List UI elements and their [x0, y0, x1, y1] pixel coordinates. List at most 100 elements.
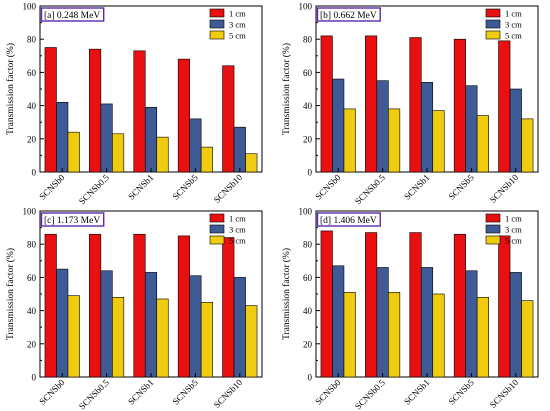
bar-1cm-SCNSb0.5: [365, 232, 378, 378]
bar-5cm-SCNSb5: [476, 297, 489, 378]
bar-3cm-SCNSb0.5: [100, 103, 113, 173]
x-tick-label: SCNSb1: [126, 377, 155, 406]
bar-1cm-SCNSb10: [498, 40, 511, 173]
x-tick-label: SCNSb0: [313, 172, 343, 202]
bar-1cm-SCNSb10: [222, 237, 235, 378]
bar-5cm-SCNSb0: [343, 292, 356, 378]
bar-1cm-SCNSb1: [409, 232, 422, 378]
legend-swatch-1cm: [485, 213, 501, 223]
bar-3cm-SCNSb1: [144, 106, 158, 173]
bar-3cm-SCNSb1: [420, 82, 434, 173]
x-tick-label: SCNSb0.5: [353, 172, 387, 205]
bar-5cm-SCNSb0: [67, 131, 80, 173]
x-tick-label: SCNSb10: [488, 172, 521, 205]
bar-3cm-SCNSb10: [509, 88, 522, 173]
bar-1cm-SCNSb5: [177, 235, 190, 378]
y-tick-label: 60: [27, 68, 37, 78]
bar-1cm-SCNSb0.5: [89, 48, 102, 173]
panel-label: [c] 1.173 MeV: [44, 216, 100, 226]
bar-1cm-SCNSb10: [498, 235, 511, 378]
y-tick-label: 60: [27, 273, 37, 283]
y-tick-label: 80: [27, 35, 37, 45]
bar-1cm-SCNSb0: [320, 35, 333, 173]
legend-label: 3 cm: [229, 20, 246, 30]
x-tick-label: SCNSb1: [402, 172, 431, 201]
bar-5cm-SCNSb5: [200, 302, 213, 378]
legend-swatch-1cm: [209, 213, 225, 223]
chart-panel-d: 0 20 40 60 80 100 Transmission factor (%) SCNSb…: [281, 207, 539, 410]
legend-swatch-1cm: [485, 8, 501, 18]
y-tick-label: 40: [303, 101, 313, 111]
x-tick-label: SCNSb0: [313, 377, 343, 407]
bar-3cm-SCNSb0: [56, 268, 69, 378]
panel-label: [d] 1.406 MeV: [320, 216, 377, 226]
x-tick-label: SCNSb1: [402, 377, 431, 406]
legend-label: 5 cm: [229, 236, 246, 246]
x-tick-label: SCNSb5: [446, 377, 476, 407]
x-tick-label: SCNSb0: [37, 377, 67, 407]
bar-3cm-SCNSb10: [233, 277, 246, 378]
y-tick-label: 40: [303, 306, 313, 316]
panel-label-box: [40, 7, 105, 22]
bar-3cm-SCNSb5: [465, 85, 478, 173]
bar-3cm-SCNSb1: [420, 267, 434, 378]
bar-1cm-SCNSb1: [409, 37, 422, 173]
chart-panel-c: 0 20 40 60 80 100 Transmission factor (%) SCNSb…: [5, 207, 263, 410]
bar-1cm-SCNSb0: [320, 230, 333, 378]
panel-label-box: [316, 7, 381, 22]
bar-5cm-SCNSb0.5: [112, 297, 125, 378]
legend-label: 3 cm: [505, 20, 522, 30]
x-tick-label: SCNSb1: [126, 172, 155, 201]
x-tick-label: SCNSb10: [488, 377, 521, 410]
bar-5cm-SCNSb0.5: [112, 133, 125, 173]
bar-3cm-SCNSb1: [144, 272, 158, 378]
bar-3cm-SCNSb5: [189, 275, 202, 378]
x-tick-label: SCNSb10: [212, 172, 245, 205]
bar-5cm-SCNSb1: [432, 293, 445, 378]
bar-1cm-SCNSb10: [222, 65, 235, 173]
y-tick-label: 40: [27, 306, 37, 316]
bar-3cm-SCNSb0: [332, 78, 345, 173]
legend-swatch-5cm: [209, 30, 225, 40]
bar-5cm-SCNSb10: [521, 118, 534, 173]
legend-label: 1 cm: [229, 214, 246, 224]
y-tick-label: 20: [27, 339, 37, 349]
bar-1cm-SCNSb5: [177, 58, 190, 173]
legend-label: 3 cm: [229, 225, 246, 235]
bar-5cm-SCNSb10: [245, 305, 258, 378]
panel-label: [b] 0.662 MeV: [320, 11, 377, 21]
bar-1cm-SCNSb1: [133, 50, 146, 173]
chart-panel-b: 0 20 40 60 80 100 Transmission factor (%) SCNSb…: [281, 2, 539, 205]
legend-swatch-3cm: [485, 19, 501, 29]
y-tick-label: 100: [23, 207, 37, 217]
legend-label: 1 cm: [505, 9, 522, 19]
legend-swatch-5cm: [209, 235, 225, 245]
bar-5cm-SCNSb0.5: [388, 292, 401, 378]
x-tick-label: SCNSb0.5: [77, 377, 111, 410]
legend-swatch-1cm: [209, 8, 225, 18]
bar-5cm-SCNSb0.5: [388, 108, 401, 173]
panel-label-box: [316, 212, 381, 227]
bar-1cm-SCNSb0.5: [89, 233, 102, 378]
bar-5cm-SCNSb1: [156, 298, 169, 378]
legend-label: 3 cm: [505, 225, 522, 235]
y-tick-label: 20: [303, 134, 313, 144]
panel-label-box: [40, 212, 105, 227]
y-tick-label: 0: [308, 373, 313, 383]
legend-swatch-5cm: [485, 235, 501, 245]
bar-3cm-SCNSb10: [233, 126, 246, 173]
legend-label: 1 cm: [505, 214, 522, 224]
panel-label: [a] 0.248 MeV: [44, 11, 100, 21]
y-tick-label: 60: [303, 273, 313, 283]
x-tick-label: SCNSb0.5: [77, 172, 111, 205]
legend-label: 5 cm: [505, 31, 522, 41]
y-axis-label: Transmission factor (%): [281, 43, 292, 135]
bar-1cm-SCNSb0.5: [365, 35, 378, 173]
chart-panel-a: 0 20 40 60 80 100 Transmission factor (%) SCNSb…: [5, 2, 263, 205]
x-tick-label: SCNSb0.5: [353, 377, 387, 410]
y-tick-label: 80: [27, 240, 37, 250]
y-tick-label: 80: [303, 35, 313, 45]
bar-3cm-SCNSb0: [56, 101, 69, 173]
bar-5cm-SCNSb10: [245, 153, 258, 173]
